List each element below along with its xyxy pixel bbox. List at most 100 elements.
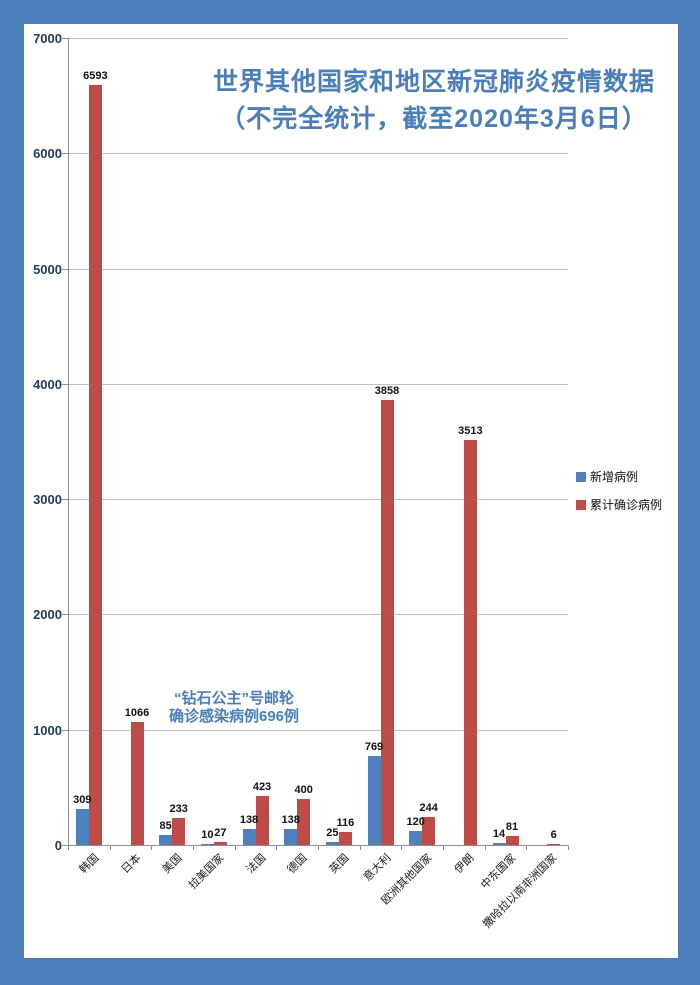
- y-axis-label: 7000: [33, 31, 62, 46]
- legend-swatch-cumulative-cases: [576, 499, 586, 510]
- bar-new-cases: [242, 829, 256, 845]
- bar-value-label: 25: [326, 827, 339, 839]
- x-axis-tick: [235, 846, 236, 850]
- x-axis-label-text: 撒哈拉以南非洲国家: [481, 852, 560, 931]
- chart-title-line1: 世界其他国家和地区新冠肺炎疫情数据: [212, 68, 655, 96]
- x-axis-label-text: 中东国家: [478, 852, 518, 892]
- bar-value-label: 81: [505, 821, 519, 833]
- chart-title: 世界其他国家和地区新冠肺炎疫情数据 （不完全统计，截至2020年3月6日）: [154, 64, 700, 138]
- x-axis-label-text: 日本: [118, 852, 143, 877]
- bar-value-label: 769: [364, 741, 384, 753]
- chart-canvas: 世界其他国家和地区新冠肺炎疫情数据 （不完全统计，截至2020年3月6日） 30…: [24, 24, 678, 958]
- y-axis-tick: [62, 153, 68, 154]
- legend-label-new-cases: 新增病例: [590, 470, 639, 484]
- y-axis-tick: [62, 614, 68, 615]
- x-axis-label-text: 伊朗: [452, 852, 477, 877]
- legend-item-cumulative-cases: 累计确诊病例: [576, 496, 662, 513]
- legend-item-new-cases: 新增病例: [576, 468, 662, 485]
- bar-new-cases: [75, 809, 89, 845]
- bar-value-label: 27: [214, 827, 227, 839]
- bar-value-label: 1066: [124, 707, 150, 719]
- y-axis-label: 3000: [33, 492, 62, 507]
- y-axis-label: 4000: [33, 377, 62, 392]
- bar-value-label: 120: [406, 816, 425, 828]
- diamond-princess-annotation: “钻石公主”号邮轮 确诊感染病例696例: [124, 690, 344, 726]
- bar-value-label: 423: [252, 781, 272, 793]
- x-axis-tick: [401, 846, 402, 850]
- x-axis-tick: [568, 846, 569, 850]
- bar-value-label: 233: [169, 803, 188, 815]
- x-axis-label-text: 美国: [160, 852, 185, 877]
- y-axis-tick: [62, 269, 68, 270]
- y-axis-tick: [62, 730, 68, 731]
- y-axis-tick: [62, 499, 68, 500]
- annotation-line1: “钻石公主”号邮轮: [173, 690, 294, 707]
- bar-value-label: 3858: [374, 385, 400, 397]
- bar-value-label: 10: [201, 829, 214, 841]
- bar-new-cases: [409, 831, 423, 845]
- bar-value-label: 138: [281, 814, 300, 826]
- y-axis-line: [68, 38, 69, 846]
- bar-value-label: 116: [336, 817, 355, 829]
- x-axis-tick: [526, 846, 527, 850]
- y-axis-label: 5000: [33, 262, 62, 277]
- x-axis-label-text: 意大利: [361, 852, 393, 884]
- bar-value-label: 3513: [458, 425, 483, 437]
- y-axis-label: 1000: [33, 723, 62, 738]
- bar-value-label: 6593: [83, 70, 108, 82]
- bar-new-cases: [284, 829, 298, 845]
- bar-cumulative-cases: [172, 818, 186, 845]
- bar-cumulative-cases: [380, 400, 394, 845]
- gridline: [68, 730, 568, 731]
- bar-cumulative-cases: [547, 844, 561, 845]
- bar-value-label: 400: [294, 784, 313, 796]
- gridline: [68, 614, 568, 615]
- x-axis-tick: [318, 846, 319, 850]
- legend-label-cumulative-cases: 累计确诊病例: [590, 498, 663, 512]
- x-axis-line: [68, 845, 569, 846]
- bar-cumulative-cases: [213, 842, 227, 845]
- bar-value-label: 85: [159, 820, 172, 832]
- legend-swatch-new-cases: [576, 471, 586, 482]
- bar-value-label: 138: [239, 814, 259, 826]
- gridline: [68, 153, 568, 154]
- annotation-line2: 确诊感染病例696例: [168, 708, 300, 725]
- bar-cumulative-cases: [505, 836, 519, 845]
- y-axis-label: 0: [54, 838, 62, 853]
- y-axis-label: 2000: [33, 607, 62, 622]
- y-axis-label: 6000: [33, 146, 62, 161]
- bar-cumulative-cases: [255, 796, 269, 845]
- bar-cumulative-cases: [422, 817, 436, 845]
- bar-cumulative-cases: [297, 799, 311, 845]
- x-axis-label-text: 韩国: [77, 852, 102, 877]
- gridline: [68, 269, 568, 270]
- bar-cumulative-cases: [130, 722, 144, 845]
- bar-new-cases: [159, 835, 173, 845]
- bar-new-cases: [367, 756, 381, 845]
- x-axis-tick: [485, 846, 486, 850]
- chart-title-line2: （不完全统计，截至2020年3月6日）: [220, 105, 648, 133]
- bar-new-cases: [200, 844, 214, 845]
- bar-cumulative-cases: [338, 832, 352, 845]
- bar-cumulative-cases: [463, 440, 477, 845]
- gridline: [68, 384, 568, 385]
- x-axis-label-text: 拉美国家: [186, 852, 227, 892]
- x-axis-tick: [193, 846, 194, 850]
- y-axis-tick: [62, 845, 68, 846]
- x-axis-tick: [151, 846, 152, 850]
- x-axis-tick: [443, 846, 444, 850]
- x-axis-label-text: 英国: [327, 852, 352, 877]
- x-axis-tick: [360, 846, 361, 850]
- bar-new-cases: [492, 843, 506, 845]
- bar-cumulative-cases: [88, 85, 102, 845]
- y-axis-tick: [62, 38, 68, 39]
- y-axis-tick: [62, 384, 68, 385]
- legend: 新增病例 累计确诊病例: [576, 468, 662, 524]
- gridline: [68, 38, 568, 39]
- bar-value-label: 6: [550, 829, 557, 841]
- x-axis-tick: [110, 846, 111, 850]
- bar-new-cases: [325, 842, 339, 845]
- x-axis-tick: [68, 846, 69, 850]
- gridline: [68, 499, 568, 500]
